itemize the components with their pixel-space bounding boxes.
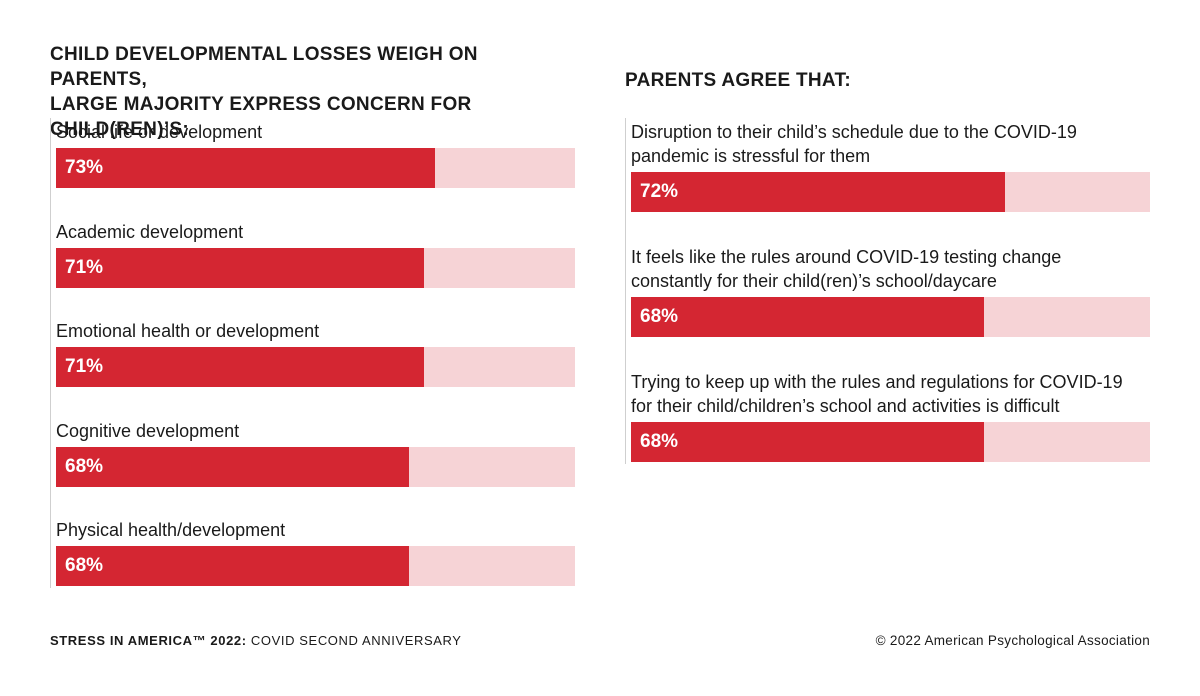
bar-value-label: 73% [65, 157, 104, 178]
bar-track: 72% [631, 172, 1150, 212]
bar-category-label-line: Emotional health or development [56, 321, 320, 341]
bar-track: 68% [631, 297, 1150, 337]
bar-value-label: 68% [640, 431, 679, 452]
bar: 68% [631, 297, 984, 337]
bar-category-label-line: Disruption to their child’s schedule due… [631, 122, 1077, 142]
footer-source: STRESS IN AMERICA™ 2022: COVID SECOND AN… [50, 633, 462, 648]
bar-item: Disruption to their child’s schedule due… [631, 120, 1150, 212]
bar-category-label: Emotional health or development [56, 319, 575, 343]
bar-track: 73% [56, 148, 575, 188]
left-chart-axis-line [50, 118, 51, 588]
left-chart-title-line-2: LARGE MAJORITY EXPRESS CONCERN FOR CHILD… [50, 94, 472, 140]
bar-category-label: Physical health/development [56, 518, 575, 542]
bar-value-label: 68% [65, 455, 104, 477]
bar-item: Emotional health or development 71% [56, 319, 575, 387]
bar-category-label-line: Academic development [56, 221, 244, 242]
bar-category-label-line: constantly for their child(ren)’s school… [631, 271, 997, 291]
bar: 71% [56, 247, 424, 288]
bar-category-label: Disruption to their child’s schedule due… [631, 120, 1150, 168]
bar-category-label-line: Physical health/development [56, 520, 286, 540]
bar-value-label: 72% [640, 181, 679, 202]
bar-item: It feels like the rules around COVID-19 … [631, 245, 1150, 337]
left-chart-panel: CHILD DEVELOPMENTAL LOSSES WEIGH ON PARE… [50, 42, 580, 588]
bar-category-label-line: Cognitive development [56, 420, 240, 441]
bar: 68% [56, 446, 409, 487]
right-chart-title: PARENTS AGREE THAT: [625, 70, 851, 91]
footer-source-bold: STRESS IN AMERICA™ 2022: [50, 633, 247, 648]
bar-category-label-line: It feels like the rules around COVID-19 … [631, 247, 1062, 267]
bar-item: Physical health/development 68% [56, 518, 575, 586]
footer-copyright: © 2022 American Psychological Associatio… [875, 633, 1150, 648]
bar-category-label: Trying to keep up with the rules and reg… [631, 370, 1150, 418]
bar-category-label: Cognitive development [56, 419, 575, 443]
bar-value-label: 68% [640, 306, 679, 327]
bar-value-label: 68% [65, 555, 104, 576]
bar-item: Trying to keep up with the rules and reg… [631, 370, 1150, 462]
bar: 72% [631, 172, 1005, 212]
bar: 68% [56, 546, 409, 586]
bar-category-label-line: Trying to keep up with the rules and reg… [631, 372, 1123, 392]
right-chart-axis-line [625, 118, 626, 464]
bar-category-label: It feels like the rules around COVID-19 … [631, 245, 1150, 293]
bar-track: 68% [631, 422, 1150, 462]
bar-value-label: 71% [65, 256, 104, 278]
bar: 71% [56, 347, 424, 387]
bar-item: Cognitive development 68% [56, 419, 575, 487]
bar-category-label-line: for their child/children’s school and ac… [631, 396, 1060, 416]
bar-item: Academic development 71% [56, 220, 575, 288]
bar-track: 71% [56, 247, 575, 288]
bar-category-label: Social life or development [56, 120, 575, 144]
bar-item: Social life or development 73% [56, 120, 575, 188]
bar-track: 71% [56, 347, 575, 387]
bar-category-label-line: Social life or development [56, 122, 263, 142]
bar-track: 68% [56, 446, 575, 487]
left-chart-title: CHILD DEVELOPMENTAL LOSSES WEIGH ON PARE… [50, 42, 580, 142]
bar: 68% [631, 422, 984, 462]
right-chart-panel: PARENTS AGREE THAT: Disruption to their … [625, 68, 1155, 464]
bar-category-label-line: pandemic is stressful for them [631, 146, 871, 166]
left-chart-title-line-1: CHILD DEVELOPMENTAL LOSSES WEIGH ON PARE… [50, 44, 478, 90]
bar-track: 68% [56, 546, 575, 586]
bar-value-label: 71% [65, 356, 104, 377]
bar: 73% [56, 148, 435, 188]
footer-source-rest: COVID SECOND ANNIVERSARY [246, 633, 462, 648]
bar-category-label: Academic development [56, 220, 575, 244]
